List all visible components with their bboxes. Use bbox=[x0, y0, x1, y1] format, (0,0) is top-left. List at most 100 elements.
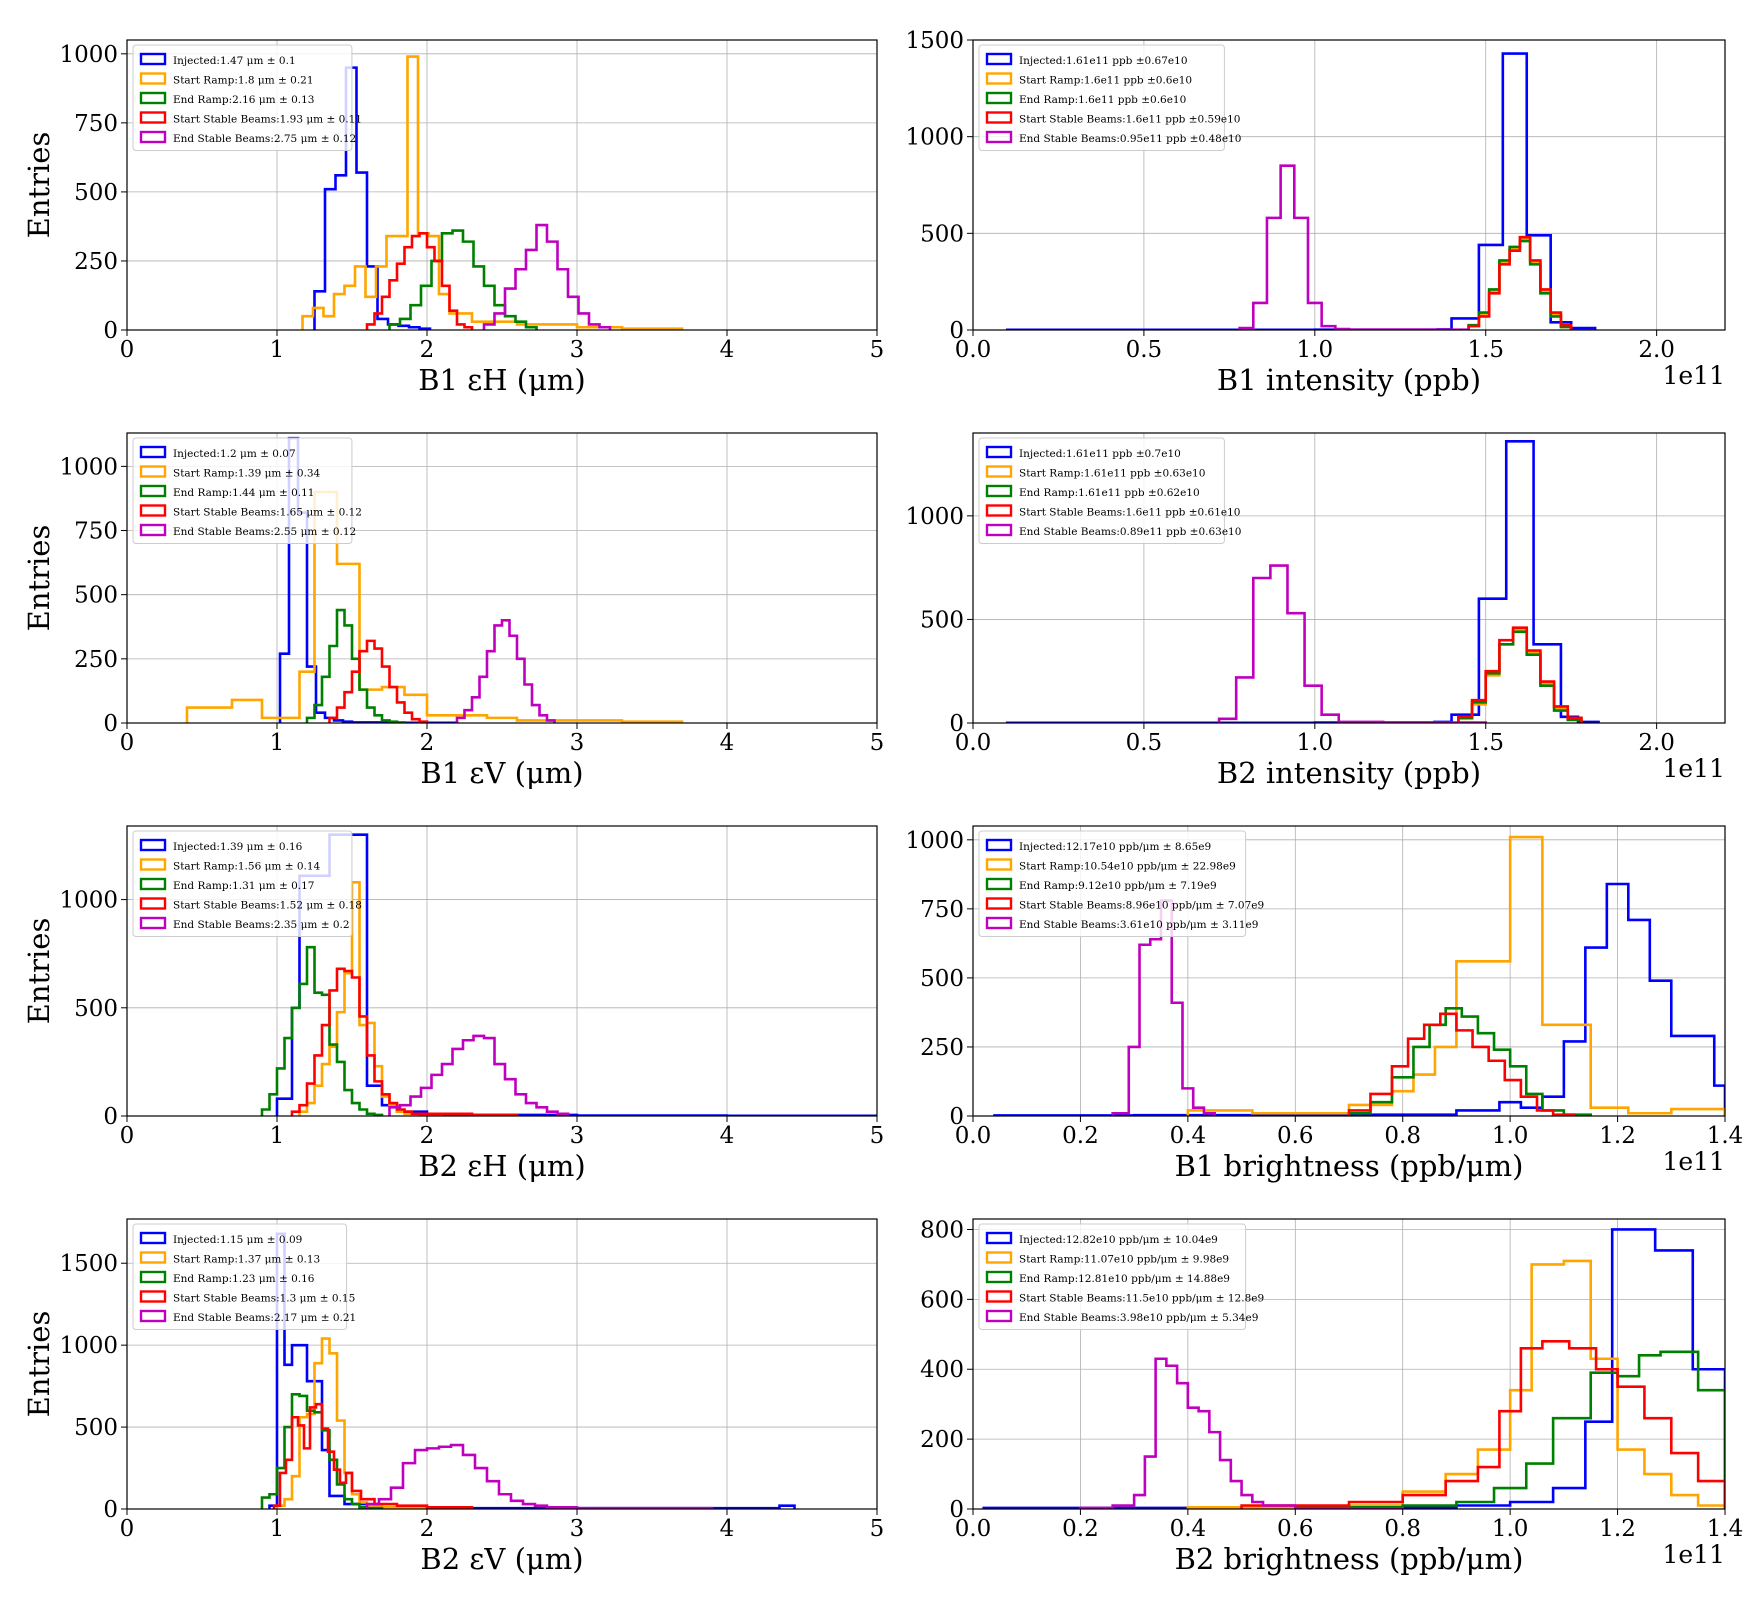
chart-panel-7: 0 1 2 3 4 5 0 500 1000 1500 B2 εV (μm) Entries Injec… bbox=[22, 1218, 884, 1576]
y-tick-label: 1000 bbox=[59, 888, 118, 914]
x-tick-label: 3 bbox=[570, 730, 585, 756]
legend-swatch bbox=[985, 858, 1013, 871]
y-tick-label: 1000 bbox=[59, 454, 118, 480]
x-tick-label: 2 bbox=[420, 1516, 435, 1542]
y-tick-label: 500 bbox=[74, 1415, 118, 1441]
x-offset-label: 1e11 bbox=[1662, 1147, 1725, 1176]
histogram-series-3 bbox=[260, 945, 384, 1116]
legend-swatch bbox=[985, 916, 1013, 930]
x-axis-label: B2 brightness (ppb/μm) bbox=[1175, 1542, 1524, 1576]
legend-swatch bbox=[985, 111, 1013, 124]
legend-entry: Start Ramp:1.56 μm ± 0.14 bbox=[173, 861, 321, 873]
legend-swatch bbox=[139, 484, 167, 498]
x-tick-label: 2 bbox=[420, 1123, 435, 1149]
histogram-series-1 bbox=[993, 882, 1725, 1116]
legend-entry: Start Ramp:11.07e10 ppb/μm ± 9.98e9 bbox=[1019, 1254, 1229, 1266]
legend-entry: Injected:1.47 μm ± 0.1 bbox=[173, 55, 296, 67]
x-tick-label: 1.5 bbox=[1467, 730, 1504, 756]
legend-entry: Start Stable Beams:8.96e10 ppb/μm ± 7.07… bbox=[1019, 900, 1264, 912]
legend-swatch bbox=[139, 465, 167, 478]
histogram-series-4 bbox=[1347, 1012, 1576, 1116]
histogram-series-3 bbox=[305, 608, 406, 723]
legend-swatch bbox=[139, 130, 167, 144]
legend-entry: End Stable Beams:2.75 μm ± 0.12 bbox=[173, 133, 356, 145]
y-tick-label: 0 bbox=[949, 1104, 964, 1130]
legend-entry: Injected:1.2 μm ± 0.07 bbox=[173, 448, 296, 460]
x-tick-label: 5 bbox=[870, 1123, 885, 1149]
legend-entry: End Ramp:1.23 μm ± 0.16 bbox=[173, 1273, 315, 1285]
legend-entry: End Stable Beams:3.61e10 ppb/μm ± 3.11e9 bbox=[1019, 919, 1258, 931]
legend-box bbox=[132, 44, 353, 151]
x-tick-label: 2.0 bbox=[1638, 337, 1675, 363]
legend-box bbox=[978, 437, 1225, 544]
legend-entry: End Stable Beams:2.35 μm ± 0.2 bbox=[173, 919, 350, 931]
legend-entry: Injected:12.82e10 ppb/μm ± 10.04e9 bbox=[1019, 1234, 1218, 1246]
legend-swatch bbox=[985, 1251, 1013, 1264]
x-axis-label: B1 brightness (ppb/μm) bbox=[1175, 1149, 1524, 1183]
legend-swatch bbox=[139, 91, 167, 105]
legend-swatch bbox=[985, 897, 1013, 910]
plot-frame bbox=[126, 1218, 878, 1510]
legend-swatch bbox=[139, 52, 167, 66]
histogram-series-4 bbox=[1240, 1339, 1725, 1509]
legend-swatch bbox=[139, 72, 167, 85]
legend-box bbox=[132, 1223, 348, 1330]
legend-swatch bbox=[139, 1270, 167, 1284]
histogram-series-5 bbox=[482, 223, 612, 330]
legend-swatch bbox=[985, 465, 1013, 478]
legend-swatch bbox=[139, 445, 167, 459]
x-tick-label: 3 bbox=[570, 1516, 585, 1542]
legend-swatch bbox=[985, 523, 1013, 537]
histogram-series-4 bbox=[1467, 235, 1573, 330]
histogram-series-5 bbox=[365, 1443, 714, 1509]
y-tick-label: 1500 bbox=[905, 28, 964, 54]
y-axis-label: Entries bbox=[22, 132, 56, 239]
histogram-series-2 bbox=[185, 490, 684, 723]
legend-entry: Injected:1.61e11 ppb ±0.67e10 bbox=[1019, 55, 1188, 67]
x-tick-label: 1.2 bbox=[1599, 1516, 1636, 1542]
x-tick-label: 0.6 bbox=[1277, 1123, 1314, 1149]
legend-entry: Start Stable Beams:1.93 μm ± 0.11 bbox=[173, 114, 362, 126]
x-tick-label: 0.2 bbox=[1062, 1123, 1099, 1149]
x-tick-label: 1.2 bbox=[1599, 1123, 1636, 1149]
chart-panel-6: 0.0 0.2 0.4 0.6 0.8 1.0 1.2 1.4 0 250 500 750 1000 B1… bbox=[905, 825, 1743, 1183]
y-tick-label: 0 bbox=[103, 1104, 118, 1130]
x-tick-label: 1.0 bbox=[1297, 730, 1334, 756]
legend-entry: End Ramp:1.31 μm ± 0.17 bbox=[173, 880, 314, 892]
histogram-series-2 bbox=[298, 880, 444, 1116]
y-tick-label: 200 bbox=[920, 1427, 964, 1453]
x-tick-label: 1 bbox=[270, 1123, 285, 1149]
x-offset-label: 1e11 bbox=[1662, 1540, 1725, 1569]
y-tick-label: 250 bbox=[74, 647, 118, 673]
legend-swatch bbox=[985, 504, 1013, 517]
x-tick-label: 2 bbox=[420, 337, 435, 363]
legend-entry: Start Stable Beams:11.5e10 ppb/μm ± 12.8… bbox=[1019, 1293, 1264, 1305]
x-axis-label: B1 εH (μm) bbox=[418, 363, 586, 397]
x-tick-label: 0.6 bbox=[1277, 1516, 1314, 1542]
legend-swatch bbox=[139, 523, 167, 537]
legend: Injected:1.39 μm ± 0.16 Start Ramp:1.56 μ… bbox=[132, 830, 362, 937]
x-tick-label: 0.4 bbox=[1170, 1123, 1207, 1149]
legend-swatch bbox=[139, 858, 167, 871]
x-tick-label: 0 bbox=[120, 1516, 135, 1542]
legend-entry: End Ramp:1.6e11 ppb ±0.6e10 bbox=[1019, 94, 1186, 106]
chart-panel-5: 0 1 2 3 4 5 0 500 1000 B2 εH (μm) Entries Injected:… bbox=[22, 825, 885, 1183]
y-tick-label: 1000 bbox=[59, 1333, 118, 1359]
legend-box bbox=[978, 830, 1247, 937]
histogram-series-4 bbox=[1457, 626, 1583, 723]
x-tick-label: 0 bbox=[120, 730, 135, 756]
legend-entry: Start Ramp:1.39 μm ± 0.34 bbox=[173, 468, 321, 480]
histogram-series-4 bbox=[290, 967, 519, 1116]
x-tick-label: 0.5 bbox=[1126, 730, 1163, 756]
histogram-series-4 bbox=[272, 1402, 474, 1509]
legend-entry: Start Stable Beams:1.65 μm ± 0.12 bbox=[173, 507, 362, 519]
legend-swatch bbox=[139, 916, 167, 930]
y-tick-label: 250 bbox=[920, 1035, 964, 1061]
legend: Injected:12.17e10 ppb/μm ± 8.65e9 Start R… bbox=[978, 830, 1264, 937]
x-tick-label: 1 bbox=[270, 730, 285, 756]
y-tick-label: 1000 bbox=[905, 828, 964, 854]
legend-entry: Start Ramp:1.8 μm ± 0.21 bbox=[173, 75, 314, 87]
legend-swatch bbox=[985, 130, 1013, 144]
chart-panel-3: 0 1 2 3 4 5 0 250 500 750 1000 B1 εV (μm) Entries Inj… bbox=[22, 432, 884, 790]
legend-entry: Injected:1.61e11 ppb ±0.7e10 bbox=[1019, 448, 1181, 460]
